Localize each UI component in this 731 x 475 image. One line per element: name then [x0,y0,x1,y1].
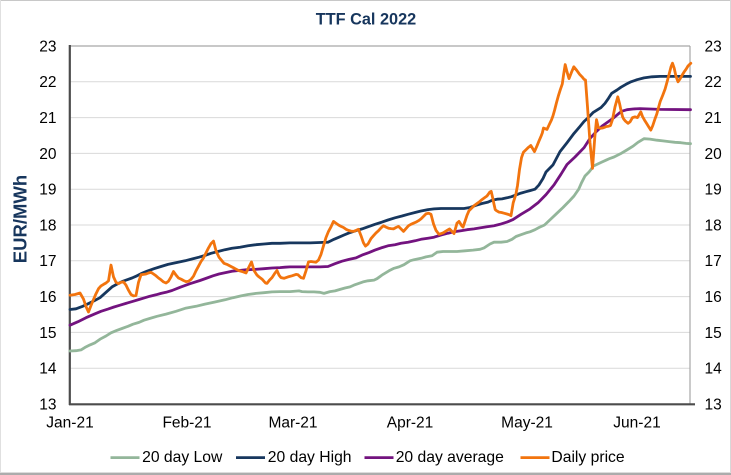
svg-text:May-21: May-21 [501,415,553,432]
svg-text:Apr-21: Apr-21 [387,415,434,432]
svg-text:20: 20 [705,146,723,163]
svg-text:22: 22 [39,74,56,91]
svg-text:EUR/MWh: EUR/MWh [10,175,31,263]
svg-text:21: 21 [39,110,56,127]
svg-text:16: 16 [39,289,56,306]
svg-text:20: 20 [39,146,57,163]
svg-text:19: 19 [39,182,56,199]
svg-text:21: 21 [705,110,722,127]
svg-text:18: 18 [39,217,56,234]
svg-text:22: 22 [705,74,722,91]
svg-text:TTF Cal 2022: TTF Cal 2022 [316,11,416,29]
svg-text:18: 18 [705,217,722,234]
svg-text:16: 16 [705,289,722,306]
svg-text:Feb-21: Feb-21 [162,415,211,432]
svg-text:23: 23 [39,38,56,55]
svg-text:Jan-21: Jan-21 [46,415,93,432]
svg-text:13: 13 [705,397,722,414]
svg-text:17: 17 [705,253,722,270]
svg-text:14: 14 [705,361,723,378]
svg-text:20 day average: 20 day average [396,449,504,466]
svg-text:19: 19 [705,182,722,199]
svg-text:14: 14 [39,361,57,378]
svg-text:15: 15 [39,325,56,342]
svg-text:Daily price: Daily price [551,449,625,466]
svg-text:17: 17 [39,253,56,270]
svg-text:20 day Low: 20 day Low [142,449,223,466]
svg-text:Mar-21: Mar-21 [268,415,317,432]
svg-text:15: 15 [705,325,722,342]
svg-text:20 day High: 20 day High [268,449,352,466]
svg-text:13: 13 [39,397,56,414]
svg-text:Jun-21: Jun-21 [613,415,660,432]
svg-text:23: 23 [705,38,722,55]
